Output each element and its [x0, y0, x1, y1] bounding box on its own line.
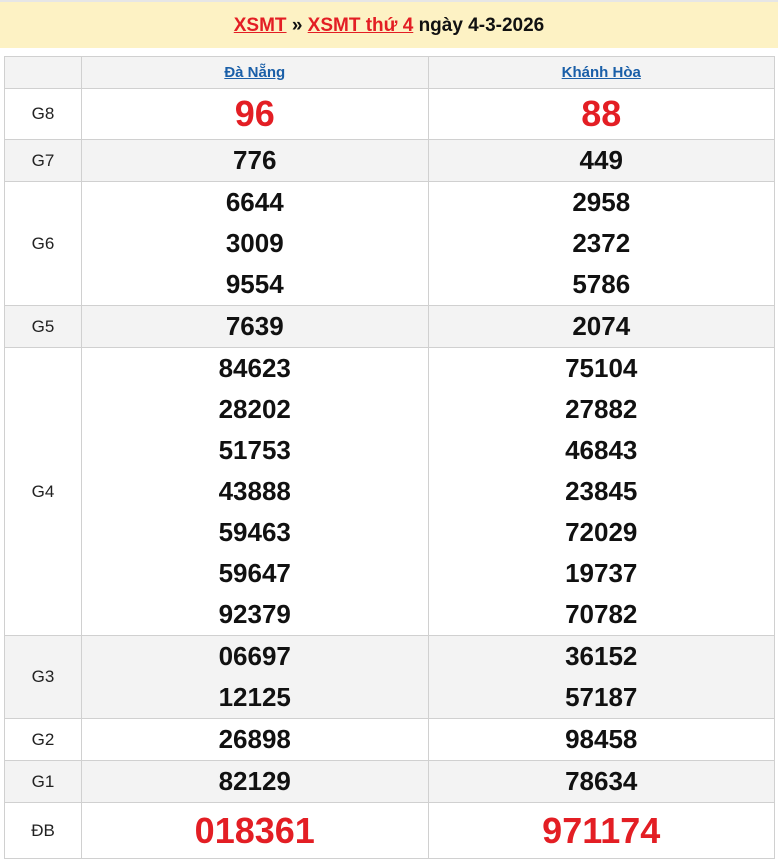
prize-label: G7: [4, 139, 82, 182]
winning-number: 26898: [218, 724, 291, 754]
winning-number: 46843: [565, 435, 638, 465]
prize-label: G8: [4, 88, 82, 140]
breadcrumb-separator: »: [291, 15, 303, 36]
prize-label: G1: [4, 760, 82, 803]
winning-number: 3009: [225, 228, 284, 258]
prize-cell: 776: [81, 139, 429, 182]
prize-cell: 7639: [81, 305, 429, 348]
winning-number: 96: [234, 93, 275, 134]
prize-cell: 78634: [427, 760, 775, 803]
prize-row: G4 84623 28202 51753 43888 59463 59647 92379 751…: [4, 347, 775, 636]
prize-cell: 96: [81, 88, 429, 140]
draw-date: ngày 4-3-2026: [418, 15, 545, 36]
prize-label: G2: [4, 718, 82, 761]
winning-number: 971174: [542, 810, 661, 851]
winning-number: 06697: [218, 641, 291, 671]
prize-row: ĐB 018361 971174: [4, 802, 775, 859]
prize-label: G4: [4, 347, 82, 636]
prize-cell: 88: [427, 88, 775, 140]
winning-number: 9554: [225, 269, 284, 299]
winning-number: 43888: [218, 476, 291, 506]
winning-number: 018361: [194, 810, 315, 851]
prize-cell: 26898: [81, 718, 429, 761]
prize-cell: 98458: [427, 718, 775, 761]
prize-cell: 2958 2372 5786: [427, 181, 775, 306]
prize-row: G2 26898 98458: [4, 718, 775, 761]
province-header: Đà Nẵng: [81, 56, 429, 89]
prize-label: G5: [4, 305, 82, 348]
prize-cell: 971174: [427, 802, 775, 859]
winning-number: 75104: [565, 353, 638, 383]
province-header-row: Đà Nẵng Khánh Hòa: [4, 56, 775, 89]
winning-number: 2074: [572, 311, 631, 341]
winning-number: 78634: [565, 766, 638, 796]
winning-number: 59463: [218, 517, 291, 547]
province-link-khanh-hoa[interactable]: Khánh Hòa: [561, 63, 641, 81]
xsmt-weekday-link[interactable]: XSMT thứ 4: [307, 15, 414, 36]
winning-number: 19737: [565, 558, 638, 588]
prize-label: G3: [4, 635, 82, 719]
corner-cell: [4, 56, 82, 89]
prize-cell: 2074: [427, 305, 775, 348]
winning-number: 2958: [572, 187, 631, 217]
winning-number: 27882: [565, 394, 638, 424]
prize-row: G1 82129 78634: [4, 760, 775, 803]
winning-number: 776: [233, 145, 277, 175]
prize-row: G3 06697 12125 36152 57187: [4, 635, 775, 719]
winning-number: 88: [581, 93, 622, 134]
winning-number: 82129: [218, 766, 291, 796]
winning-number: 6644: [225, 187, 284, 217]
prize-cell: 84623 28202 51753 43888 59463 59647 92379: [81, 347, 429, 636]
prize-cell: 018361: [81, 802, 429, 859]
prize-row: G8 96 88: [4, 88, 775, 140]
winning-number: 28202: [218, 394, 291, 424]
province-link-da-nang[interactable]: Đà Nẵng: [224, 63, 286, 81]
winning-number: 5786: [572, 269, 631, 299]
prize-row: G5 7639 2074: [4, 305, 775, 348]
winning-number: 84623: [218, 353, 291, 383]
winning-number: 98458: [565, 724, 638, 754]
winning-number: 72029: [565, 517, 638, 547]
prize-cell: 82129: [81, 760, 429, 803]
winning-number: 23845: [565, 476, 638, 506]
winning-number: 36152: [565, 641, 638, 671]
prize-row: G6 6644 3009 9554 2958 2372 5786: [4, 181, 775, 306]
prize-label: ĐB: [4, 802, 82, 859]
prize-cell: 449: [427, 139, 775, 182]
prize-cell: 75104 27882 46843 23845 72029 19737 70782: [427, 347, 775, 636]
prize-label: G6: [4, 181, 82, 306]
results-table: Đà Nẵng Khánh Hòa G8 96 88 G7 776 449 G6 6644 30…: [4, 56, 775, 859]
winning-number: 51753: [218, 435, 291, 465]
xsmt-link[interactable]: XSMT: [233, 15, 287, 36]
prize-cell: 6644 3009 9554: [81, 181, 429, 306]
winning-number: 2372: [572, 228, 631, 258]
winning-number: 59647: [218, 558, 291, 588]
province-header: Khánh Hòa: [427, 56, 775, 89]
winning-number: 70782: [565, 599, 638, 629]
prize-cell: 36152 57187: [427, 635, 775, 719]
winning-number: 449: [579, 145, 623, 175]
winning-number: 7639: [225, 311, 284, 341]
winning-number: 12125: [218, 682, 291, 712]
prize-row: G7 776 449: [4, 139, 775, 182]
page-title-bar: XSMT » XSMT thứ 4 ngày 4-3-2026: [0, 0, 778, 48]
winning-number: 92379: [218, 599, 291, 629]
winning-number: 57187: [565, 682, 638, 712]
prize-cell: 06697 12125: [81, 635, 429, 719]
